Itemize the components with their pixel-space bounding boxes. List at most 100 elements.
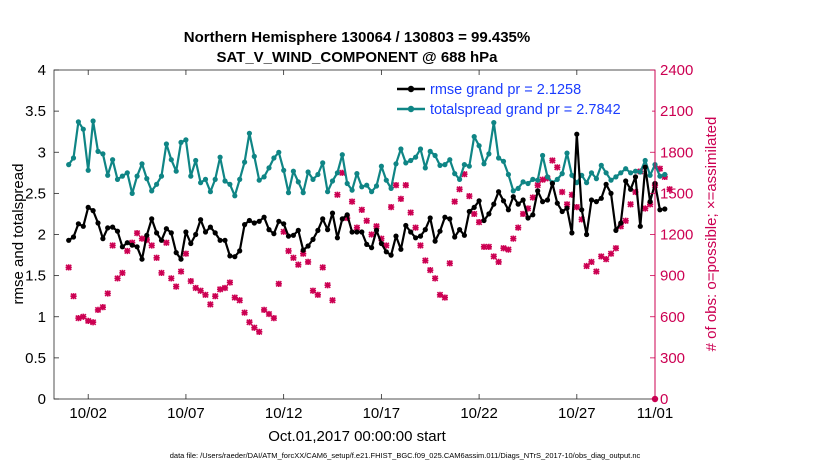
totalspread-point (417, 146, 424, 152)
totalspread-point (457, 176, 463, 182)
totalspread-point (207, 189, 213, 195)
totalspread-point (359, 184, 365, 190)
totalspread-point (158, 173, 165, 179)
obs-marker (246, 319, 253, 326)
legend-spread-marker (407, 105, 415, 113)
totalspread-point (393, 161, 399, 167)
obs-marker (339, 169, 346, 176)
rmse-point (124, 240, 130, 246)
y-tick-label: 3.5 (25, 103, 46, 120)
rmse-point (554, 200, 560, 206)
rmse-point (222, 237, 228, 243)
obs-marker (485, 243, 493, 251)
y-right-tick-label: 1800 (660, 144, 693, 161)
rmse-point (481, 217, 487, 224)
y-tick-label: 3 (38, 144, 46, 161)
rmse-point (90, 208, 96, 214)
obs-marker (588, 258, 595, 266)
chart-subtitle: SAT_V_WIND_COMPONENT @ 688 hPa (216, 49, 498, 66)
rmse-point (285, 233, 292, 239)
obs-marker (646, 201, 654, 208)
obs-marker (368, 231, 375, 238)
rmse-point (334, 235, 340, 241)
rmse-point (432, 238, 438, 244)
obs-marker (148, 242, 155, 249)
totalspread-point (471, 134, 477, 140)
rmse-point (144, 232, 150, 238)
rmse-point (657, 207, 663, 213)
totalspread-point (90, 118, 96, 124)
totalspread-point (339, 152, 345, 158)
totalspread-point (437, 162, 443, 168)
totalspread-point (119, 173, 125, 179)
x-axis-label: Oct.01,2017 00:00:00 start (268, 428, 446, 445)
totalspread-point (124, 170, 130, 176)
obs-marker (319, 264, 326, 271)
obs-marker (231, 294, 238, 301)
obs-marker (656, 165, 664, 172)
obs-marker (256, 328, 263, 335)
obs-marker (89, 319, 97, 326)
y-right-tick-label: 2100 (660, 103, 693, 120)
rmse-series (66, 131, 668, 262)
obs-marker (280, 228, 287, 235)
totalspread-point (608, 177, 614, 183)
rmse-point (422, 227, 428, 233)
totalspread-point (584, 180, 590, 186)
rmse-point (579, 207, 585, 213)
totalspread-point (662, 171, 668, 178)
totalspread-point (344, 180, 350, 187)
rmse-point (320, 216, 326, 222)
totalspread-point (515, 185, 521, 191)
obs-marker (383, 242, 390, 249)
obs-marker (65, 264, 72, 271)
y-axis-left-ticks: 0 0.5 1 1.5 2 2.5 3 3.5 4 (25, 62, 59, 408)
totalspread-point (647, 172, 653, 178)
obs-marker (466, 192, 473, 200)
x-tick-label: 11/01 (637, 405, 673, 422)
rmse-point (569, 230, 575, 236)
obs-marker (324, 282, 331, 289)
totalspread-series (66, 118, 668, 199)
obs-marker (153, 254, 160, 261)
obs-marker (529, 194, 537, 201)
obs-marker (495, 258, 502, 266)
totalspread-point (95, 148, 101, 154)
x-tick-label: 10/17 (363, 405, 401, 422)
totalspread-point (544, 174, 551, 180)
obs-marker (373, 223, 380, 230)
obs-marker (270, 314, 278, 322)
rmse-point (110, 224, 116, 230)
rmse-point (486, 211, 492, 217)
obs-marker (260, 306, 268, 314)
rmse-point (369, 245, 375, 251)
obs-marker (251, 324, 258, 331)
obs-marker (519, 210, 527, 218)
totalspread-point (237, 176, 243, 182)
rmse-point (471, 204, 477, 210)
obs-marker (329, 297, 336, 304)
rmse-point (559, 208, 565, 215)
totalspread-point (486, 151, 492, 157)
y-tick-label: 1.5 (25, 268, 46, 285)
rmse-point (281, 221, 287, 227)
rmse-point (442, 214, 448, 220)
obs-marker (475, 218, 483, 226)
totalspread-point (427, 148, 433, 154)
x-tick-label: 10/27 (558, 405, 596, 422)
totalspread-point (476, 143, 482, 149)
obs-marker (397, 195, 405, 203)
rmse-point (66, 237, 72, 243)
totalspread-point (114, 176, 121, 182)
rmse-point (403, 222, 409, 229)
rmse-point (246, 217, 252, 224)
obs-marker (607, 250, 615, 257)
totalspread-point (202, 176, 209, 182)
y-axis-label: rmse and totalspread (10, 164, 27, 305)
obs-marker (617, 223, 624, 230)
rmse-point (642, 164, 648, 170)
totalspread-point (452, 171, 458, 177)
rmse-point (500, 198, 507, 204)
rmse-point (183, 229, 189, 235)
